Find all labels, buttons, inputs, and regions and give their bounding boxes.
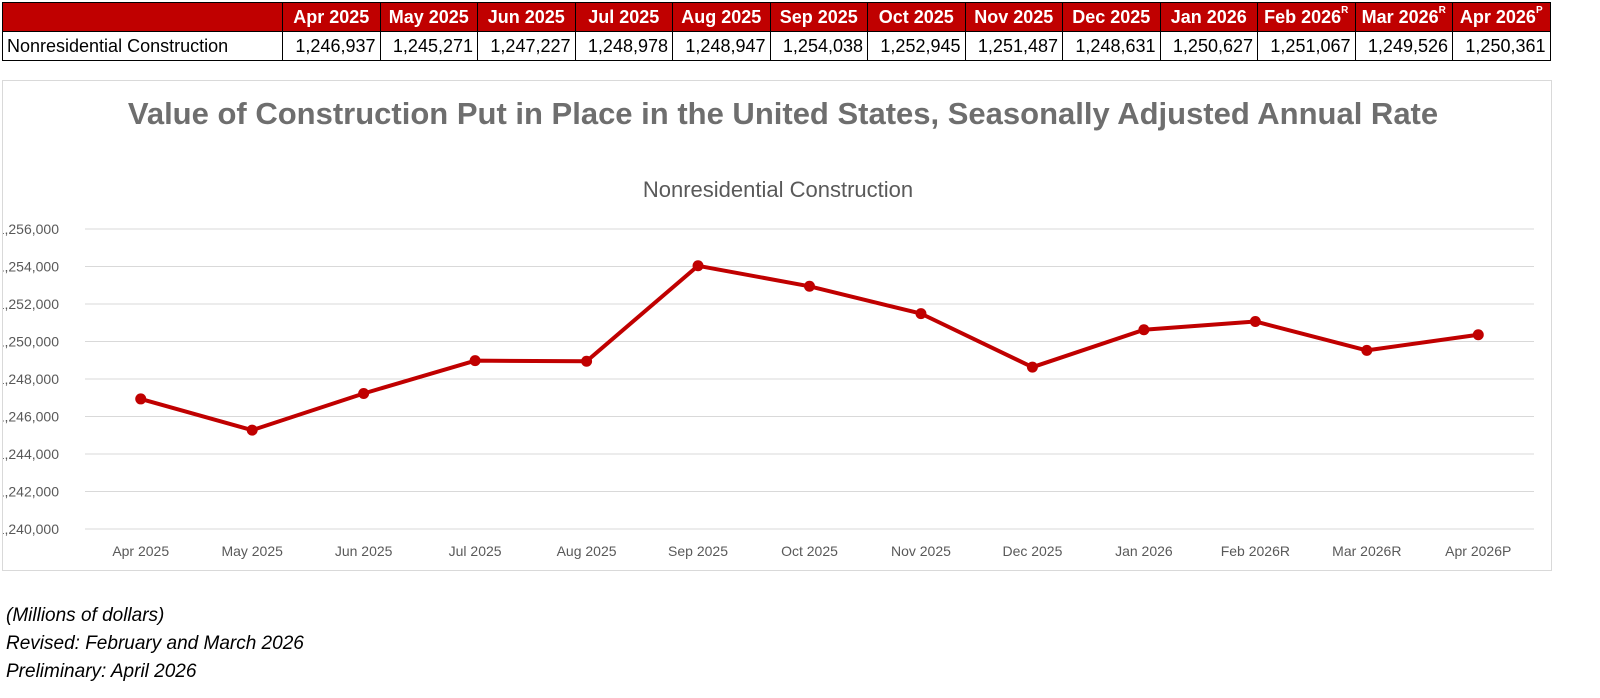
- column-header-label: May 2025: [388, 6, 469, 27]
- x-tick-label: Oct 2025: [781, 543, 838, 559]
- column-header: May 2025: [379, 2, 478, 32]
- y-tick-label: 1,240,000: [3, 521, 59, 537]
- y-tick-label: 1,242,000: [3, 484, 59, 500]
- chart-subtitle: Nonresidential Construction: [642, 177, 914, 202]
- x-tick-label: May 2025: [221, 543, 283, 559]
- column-header: Feb 2026R: [1257, 2, 1356, 32]
- table-cell: 1,249,526: [1354, 31, 1453, 61]
- column-header: Jul 2025: [574, 2, 673, 32]
- column-header-label: Oct 2025: [878, 6, 954, 27]
- column-header: Sep 2025: [769, 2, 868, 32]
- table-cell: 1,251,487: [964, 31, 1063, 61]
- column-header-label: Apr 2026: [1459, 6, 1536, 27]
- column-header-label: Mar 2026: [1361, 6, 1439, 27]
- column-header-label: Dec 2025: [1072, 6, 1151, 27]
- column-header: Apr 2025: [282, 2, 381, 32]
- data-point: [135, 393, 147, 405]
- data-point: [469, 355, 481, 367]
- data-point: [1249, 315, 1261, 327]
- x-tick-label: Aug 2025: [557, 543, 617, 559]
- x-tick-label: Jun 2025: [335, 543, 393, 559]
- x-tick-label: Jan 2026: [1115, 543, 1173, 559]
- chart-area: Value of Construction Put in Place in th…: [2, 80, 1552, 571]
- column-header-label: Jan 2026: [1170, 6, 1247, 27]
- x-tick-label: Apr 2026P: [1445, 543, 1511, 559]
- column-header: Apr 2026P: [1452, 2, 1551, 32]
- footnotes: (Millions of dollars) Revised: February …: [6, 602, 304, 686]
- data-point: [1138, 324, 1150, 336]
- column-header-label: Apr 2025: [293, 6, 370, 27]
- column-header-label: Sep 2025: [779, 6, 858, 27]
- column-header-label: Nov 2025: [974, 6, 1054, 27]
- table-cell: 1,251,067: [1257, 31, 1356, 61]
- data-point: [1361, 344, 1373, 356]
- column-header-label: Feb 2026: [1264, 6, 1342, 27]
- y-tick-label: 1,248,000: [3, 371, 59, 387]
- note-revised: Revised: February and March 2026: [6, 633, 304, 654]
- table-cell: 1,250,627: [1159, 31, 1258, 61]
- table-row: Nonresidential Construction 1,246,937 1,2…: [2, 31, 1551, 61]
- table-cell: 1,252,945: [867, 31, 966, 61]
- x-tick-label: Feb 2026R: [1221, 543, 1290, 559]
- y-tick-label: 1,254,000: [3, 259, 59, 275]
- column-header: Nov 2025: [964, 2, 1063, 32]
- column-header: Dec 2025: [1062, 2, 1161, 32]
- column-header: Mar 2026R: [1354, 2, 1453, 32]
- note-preliminary: Preliminary: April 2026: [6, 661, 197, 682]
- column-header-label: Jul 2025: [588, 6, 660, 27]
- data-point: [581, 355, 593, 367]
- table-cell: 1,246,937: [282, 31, 381, 61]
- data-point: [915, 308, 927, 320]
- table-header-row: Apr 2025 May 2025 Jun 2025 Jul 2025 Aug 2025…: [2, 2, 1551, 32]
- x-tick-label: Apr 2025: [112, 543, 169, 559]
- table-cell: 1,250,361: [1452, 31, 1551, 61]
- x-tick-label: Jul 2025: [449, 543, 502, 559]
- column-header: Aug 2025: [672, 2, 771, 32]
- x-tick-label: Dec 2025: [1002, 543, 1062, 559]
- y-tick-label: 1,246,000: [3, 409, 59, 425]
- table-cell: 1,248,978: [574, 31, 673, 61]
- column-header: Oct 2025: [867, 2, 966, 32]
- data-point: [358, 387, 370, 399]
- y-tick-label: 1,252,000: [3, 296, 59, 312]
- column-header-label: Aug 2025: [681, 6, 762, 27]
- row-label: Nonresidential Construction: [2, 31, 283, 61]
- table-cell: 1,248,631: [1062, 31, 1161, 61]
- data-point: [1472, 329, 1484, 341]
- table-cell: 1,248,947: [672, 31, 771, 61]
- y-tick-label: 1,256,000: [3, 221, 59, 237]
- chart-title: Value of Construction Put in Place in th…: [127, 96, 1439, 131]
- revision-marker: R: [1341, 4, 1349, 16]
- x-tick-label: Mar 2026R: [1332, 543, 1401, 559]
- data-point: [804, 280, 815, 292]
- revision-marker: P: [1535, 4, 1543, 16]
- column-header: Jun 2025: [477, 2, 576, 32]
- y-tick-label: 1,250,000: [3, 334, 59, 350]
- x-tick-label: Nov 2025: [891, 543, 951, 559]
- table-cell: 1,247,227: [477, 31, 576, 61]
- x-tick-label: Sep 2025: [668, 543, 728, 559]
- note-units: (Millions of dollars): [6, 605, 165, 626]
- table-cell: 1,245,271: [379, 31, 478, 61]
- column-header: Jan 2026: [1159, 2, 1258, 32]
- data-point: [246, 424, 258, 436]
- data-point: [1026, 361, 1038, 373]
- table-cell: 1,254,038: [769, 31, 868, 61]
- table-corner-cell: [2, 2, 283, 32]
- line-chart: 1,240,000 1,242,000 1,244,000 1,246,000 1,24…: [3, 221, 1534, 559]
- y-tick-label: 1,244,000: [3, 446, 59, 462]
- data-point: [692, 260, 704, 272]
- data-table: Apr 2025 May 2025 Jun 2025 Jul 2025 Aug 2025…: [2, 2, 1551, 61]
- revision-marker: R: [1438, 4, 1446, 16]
- column-header-label: Jun 2025: [487, 6, 565, 27]
